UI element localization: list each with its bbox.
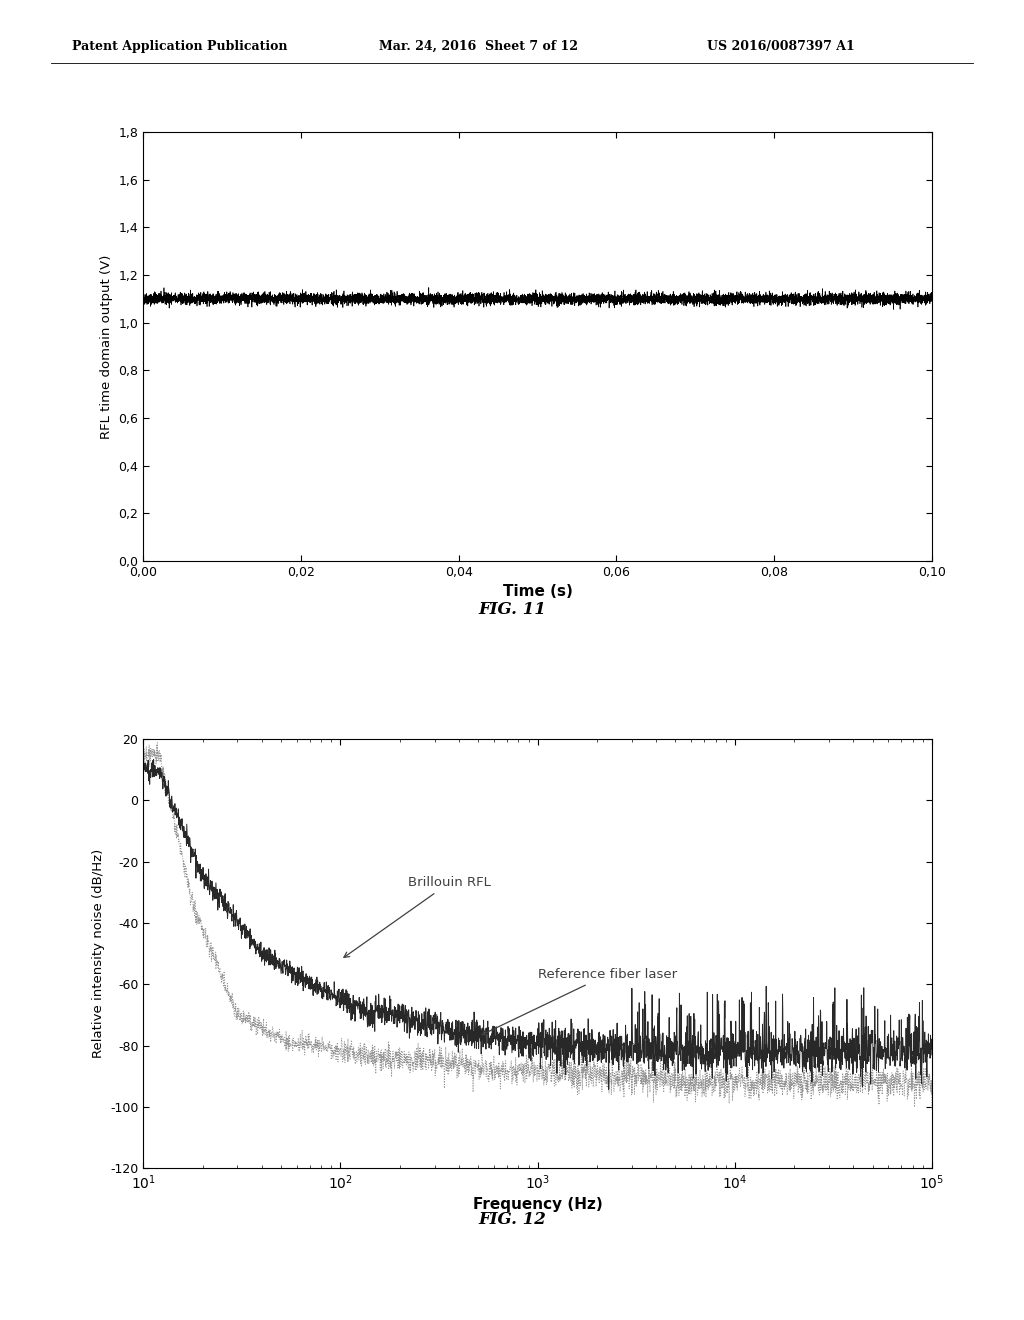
Text: FIG. 12: FIG. 12 bbox=[478, 1210, 546, 1228]
Text: FIG. 11: FIG. 11 bbox=[478, 601, 546, 618]
Text: Patent Application Publication: Patent Application Publication bbox=[72, 40, 287, 53]
Text: Mar. 24, 2016  Sheet 7 of 12: Mar. 24, 2016 Sheet 7 of 12 bbox=[379, 40, 578, 53]
X-axis label: Time (s): Time (s) bbox=[503, 585, 572, 599]
Y-axis label: Relative intensity noise (dB/Hz): Relative intensity noise (dB/Hz) bbox=[91, 849, 104, 1059]
Y-axis label: RFL time domain output (V): RFL time domain output (V) bbox=[100, 255, 113, 438]
X-axis label: Frequency (Hz): Frequency (Hz) bbox=[473, 1197, 602, 1212]
Text: Reference fiber laser: Reference fiber laser bbox=[482, 968, 677, 1035]
Text: US 2016/0087397 A1: US 2016/0087397 A1 bbox=[707, 40, 854, 53]
Text: Brillouin RFL: Brillouin RFL bbox=[344, 876, 490, 957]
